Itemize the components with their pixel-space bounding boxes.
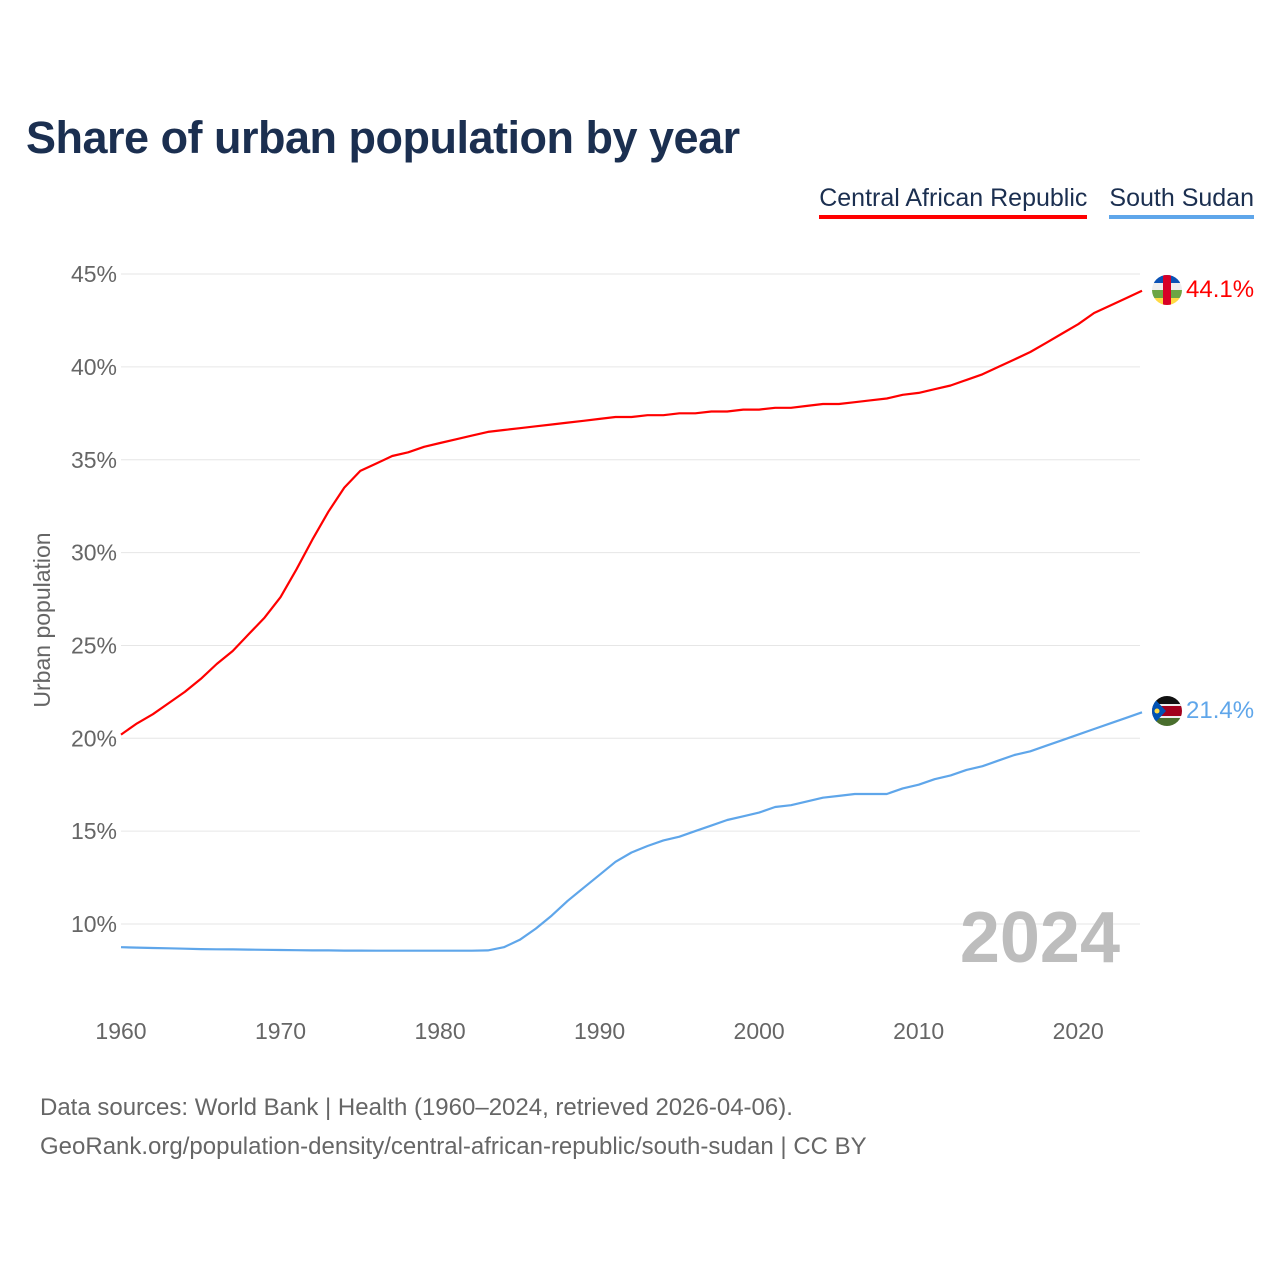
y-tick-label: 10% <box>71 911 117 937</box>
y-tick-label: 45% <box>71 261 117 287</box>
x-tick-label: 2010 <box>893 1018 944 1044</box>
y-tick-label: 40% <box>71 354 117 380</box>
y-axis-label: Urban population <box>29 532 55 707</box>
footer: Data sources: World Bank | Health (1960–… <box>40 1088 867 1166</box>
current-year-watermark: 2024 <box>960 898 1120 978</box>
y-tick-label: 15% <box>71 818 117 844</box>
x-tick-label: 2020 <box>1053 1018 1104 1044</box>
x-tick-label: 1970 <box>255 1018 306 1044</box>
url-text[interactable]: GeoRank.org/population-density/central-a… <box>40 1133 867 1160</box>
x-tick-label: 2000 <box>734 1018 785 1044</box>
y-tick-label: 35% <box>71 447 117 473</box>
flag-south-sudan-icon <box>1152 696 1182 726</box>
y-tick-label: 20% <box>71 725 117 751</box>
legend-item-south-sudan[interactable]: South Sudan <box>1109 184 1254 219</box>
x-tick-label: 1960 <box>95 1018 146 1044</box>
legend-item-central-african-republic[interactable]: Central African Republic <box>819 184 1088 219</box>
series-line-south-sudan <box>120 711 1143 952</box>
flag-central-african-republic-icon <box>1152 275 1182 305</box>
source-text: Data sources: World Bank | Health (1960–… <box>40 1094 793 1121</box>
series-line-central-african-republic <box>120 289 1143 736</box>
y-tick-label: 30% <box>71 540 117 566</box>
y-tick-label: 25% <box>71 632 117 658</box>
end-label-central-african-republic: 44.1% <box>1186 276 1254 303</box>
end-label-south-sudan: 21.4% <box>1186 697 1254 724</box>
chart-title: Share of urban population by year <box>26 112 740 163</box>
x-tick-label: 1980 <box>414 1018 465 1044</box>
legend: Central African Republic South Sudan <box>819 184 1254 219</box>
x-tick-label: 1990 <box>574 1018 625 1044</box>
